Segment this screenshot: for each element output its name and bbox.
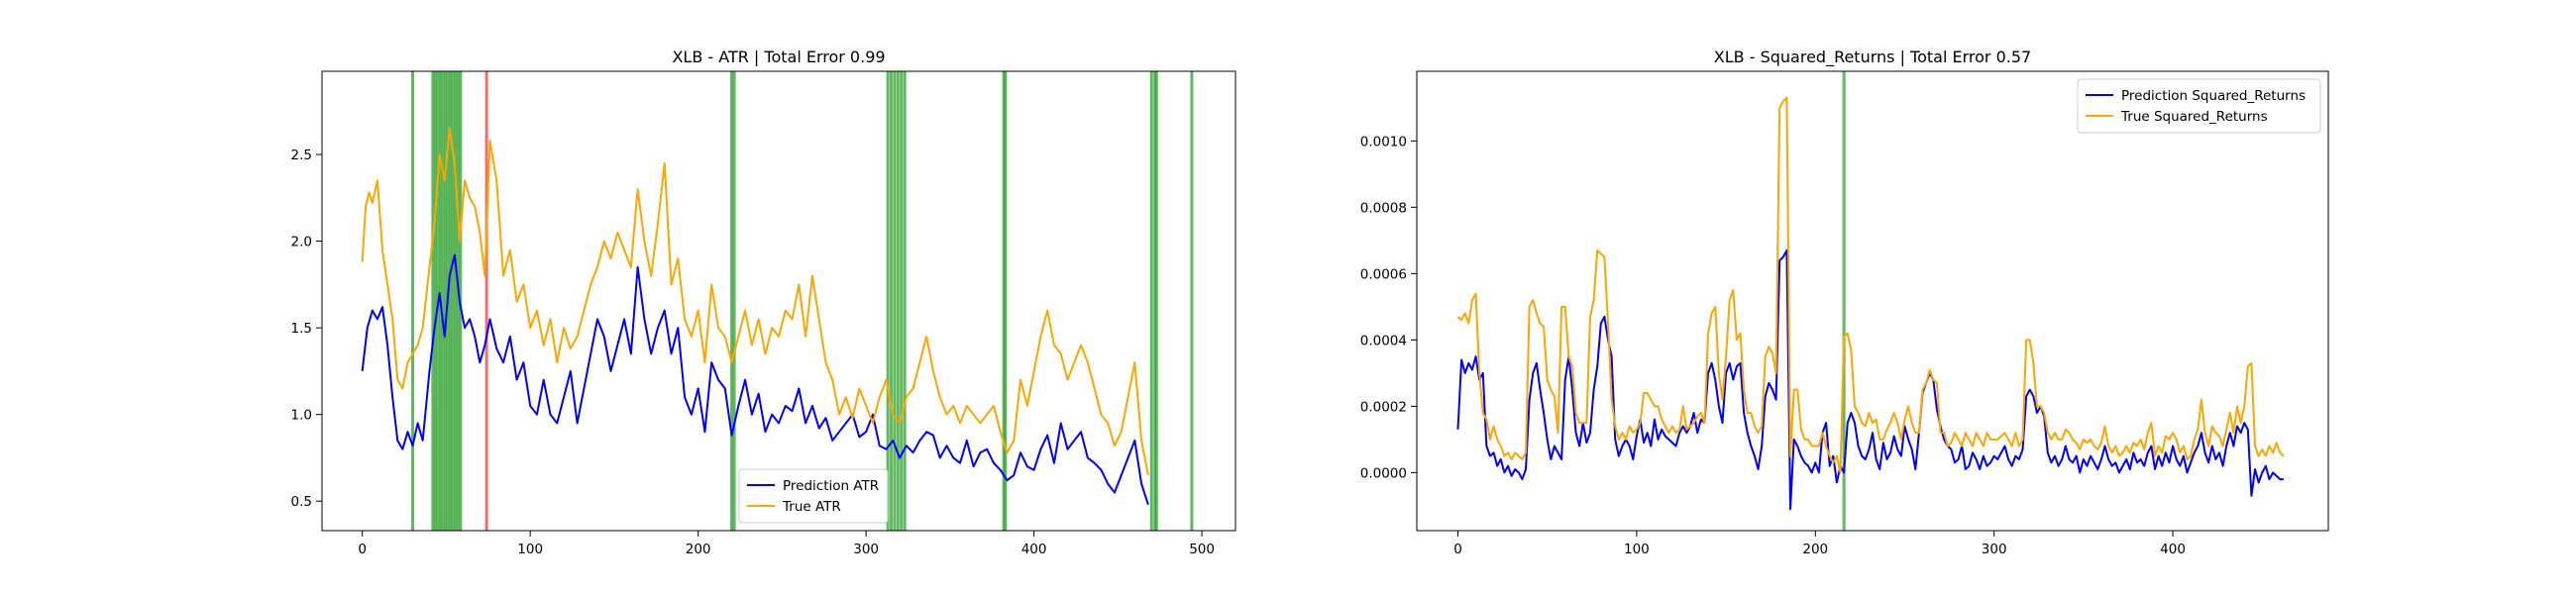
squared-returns-series bbox=[1456, 96, 2285, 511]
squared-returns-x-tick-label: 100 bbox=[1624, 542, 1650, 557]
squared-returns-chart: XLB - Squared_Returns | Total Error 0.57… bbox=[1360, 48, 2329, 557]
atr-plot-frame bbox=[321, 70, 1236, 532]
squared-returns-series-line-true bbox=[1456, 96, 2285, 474]
atr-legend-box bbox=[738, 468, 889, 524]
atr-x-tick-label: 500 bbox=[1189, 542, 1215, 557]
squared-returns-x-tick-label: 400 bbox=[2160, 542, 2186, 557]
squared-returns-y-tick-label: 0.0006 bbox=[1360, 266, 1407, 282]
squared-returns-legend-box bbox=[2077, 78, 2321, 134]
squared-returns-legend-label: Prediction Squared_Returns bbox=[2121, 88, 2306, 104]
squared-returns-y-tick-label: 0.0008 bbox=[1360, 200, 1407, 216]
atr-x-tick-label: 0 bbox=[358, 542, 367, 557]
atr-x-axis: 0 100 200 300 400 500 bbox=[358, 531, 1215, 557]
squared-returns-y-tick-label: 0.0000 bbox=[1360, 465, 1407, 481]
atr-y-tick-label: 1.0 bbox=[291, 408, 312, 424]
atr-legend-label: True ATR bbox=[782, 499, 841, 515]
squared-returns-x-tick-label: 200 bbox=[1802, 542, 1828, 557]
squared-returns-plot-frame bbox=[1416, 70, 2329, 532]
squared-returns-legend-label: True Squared_Returns bbox=[2120, 109, 2268, 125]
atr-x-tick-label: 300 bbox=[853, 542, 879, 557]
atr-y-tick-label: 2.5 bbox=[291, 148, 312, 163]
atr-x-tick-label: 400 bbox=[1021, 542, 1047, 557]
atr-chart-title: XLB - ATR | Total Error 0.99 bbox=[672, 48, 885, 66]
atr-series-line-true bbox=[361, 127, 1149, 476]
squared-returns-x-tick-label: 0 bbox=[1453, 542, 1462, 557]
atr-y-tick-label: 1.5 bbox=[291, 321, 312, 337]
atr-x-tick-label: 100 bbox=[517, 542, 543, 557]
squared-returns-legend: Prediction Squared_Returns True Squared_R… bbox=[2077, 78, 2321, 134]
atr-y-axis: 0.5 1.0 1.5 2.0 2.5 bbox=[291, 148, 322, 510]
squared-returns-y-axis: 0.0000 0.0002 0.0004 0.0006 0.0008 0.0010 bbox=[1360, 134, 1417, 481]
atr-series-line-prediction bbox=[361, 253, 1149, 506]
squared-returns-y-tick-label: 0.0002 bbox=[1360, 399, 1407, 415]
atr-y-tick-label: 0.5 bbox=[291, 494, 312, 510]
squared-returns-x-axis: 0 100 200 300 400 bbox=[1453, 531, 2186, 557]
squared-returns-chart-title: XLB - Squared_Returns | Total Error 0.57 bbox=[1714, 48, 2031, 67]
atr-legend-label: Prediction ATR bbox=[783, 478, 879, 494]
atr-x-tick-label: 200 bbox=[686, 542, 711, 557]
atr-legend: Prediction ATR True ATR bbox=[738, 468, 889, 524]
atr-series bbox=[361, 127, 1149, 506]
squared-returns-series-line-prediction bbox=[1456, 248, 2284, 511]
squared-returns-x-tick-label: 300 bbox=[1982, 542, 2007, 557]
atr-chart: XLB - ATR | Total Error 0.99 0 100 200 300 4… bbox=[291, 48, 1236, 557]
atr-y-tick-label: 2.0 bbox=[291, 235, 312, 250]
squared-returns-y-tick-label: 0.0010 bbox=[1360, 134, 1407, 149]
squared-returns-y-tick-label: 0.0004 bbox=[1360, 333, 1407, 348]
